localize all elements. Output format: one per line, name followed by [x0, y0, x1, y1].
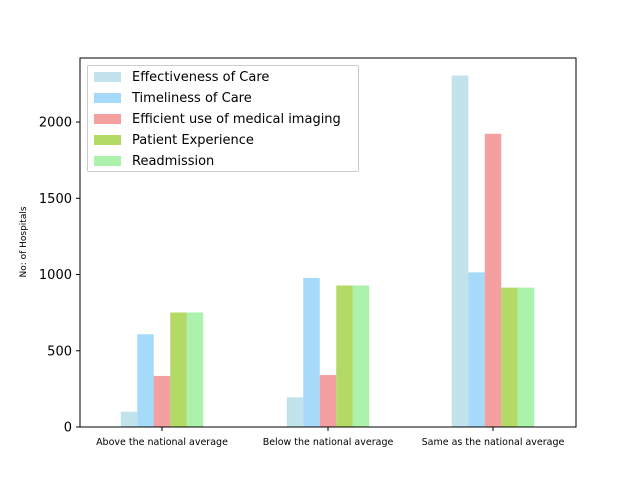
- legend-item: Timeliness of Care: [94, 88, 252, 108]
- bar-patient-experience-2: [501, 287, 518, 427]
- legend-item: Patient Experience: [94, 130, 254, 150]
- y-tick-label: 1500: [39, 192, 72, 207]
- bar-efficient-use-of-medical-imaging-0: [153, 375, 171, 427]
- bar-timeliness-of-care-2: [468, 272, 485, 427]
- legend-swatch: [94, 72, 121, 82]
- bar-effectiveness-of-care-0: [120, 411, 138, 427]
- legend-swatch: [94, 135, 121, 145]
- legend-swatch: [94, 114, 121, 124]
- bar-readmission-2: [517, 287, 535, 427]
- y-axis-label: No: of Hospitals: [19, 206, 29, 277]
- legend-label: Readmission: [132, 153, 215, 169]
- bars-layer: [120, 75, 535, 427]
- ticks-layer: 0 500 1000 1500 2000 Above the national avera…: [39, 116, 565, 448]
- legend-swatch: [94, 156, 121, 166]
- bar-readmission-1: [352, 285, 370, 427]
- legend-label: Efficient use of medical imaging: [132, 111, 341, 127]
- x-tick-label: Above the national average: [96, 437, 228, 448]
- bar-timeliness-of-care-1: [303, 278, 320, 427]
- y-tick-label: 2000: [39, 116, 72, 131]
- bar-effectiveness-of-care-1: [286, 397, 304, 427]
- legend-swatch: [94, 93, 121, 103]
- legend: Effectiveness of Care Timeliness of Care E…: [87, 65, 359, 172]
- bar-patient-experience-1: [336, 285, 353, 427]
- legend-label: Patient Experience: [132, 132, 254, 148]
- bar-efficient-use-of-medical-imaging-1: [319, 375, 337, 427]
- bar-patient-experience-0: [170, 312, 187, 427]
- y-tick-label: 0: [64, 421, 72, 436]
- bar-timeliness-of-care-0: [137, 334, 154, 427]
- legend-label: Timeliness of Care: [132, 90, 252, 106]
- y-tick-label: 500: [47, 344, 72, 359]
- legend-item: Efficient use of medical imaging: [94, 109, 341, 129]
- legend-item: Effectiveness of Care: [94, 67, 269, 87]
- bar-effectiveness-of-care-2: [451, 75, 469, 427]
- x-tick-label: Below the national average: [263, 437, 394, 448]
- bar-readmission-0: [186, 312, 204, 427]
- x-tick-label: Same as the national average: [422, 437, 565, 448]
- legend-label: Effectiveness of Care: [132, 69, 270, 85]
- bar-efficient-use-of-medical-imaging-2: [484, 133, 502, 427]
- legend-item: Readmission: [94, 151, 214, 171]
- y-tick-label: 1000: [39, 268, 72, 283]
